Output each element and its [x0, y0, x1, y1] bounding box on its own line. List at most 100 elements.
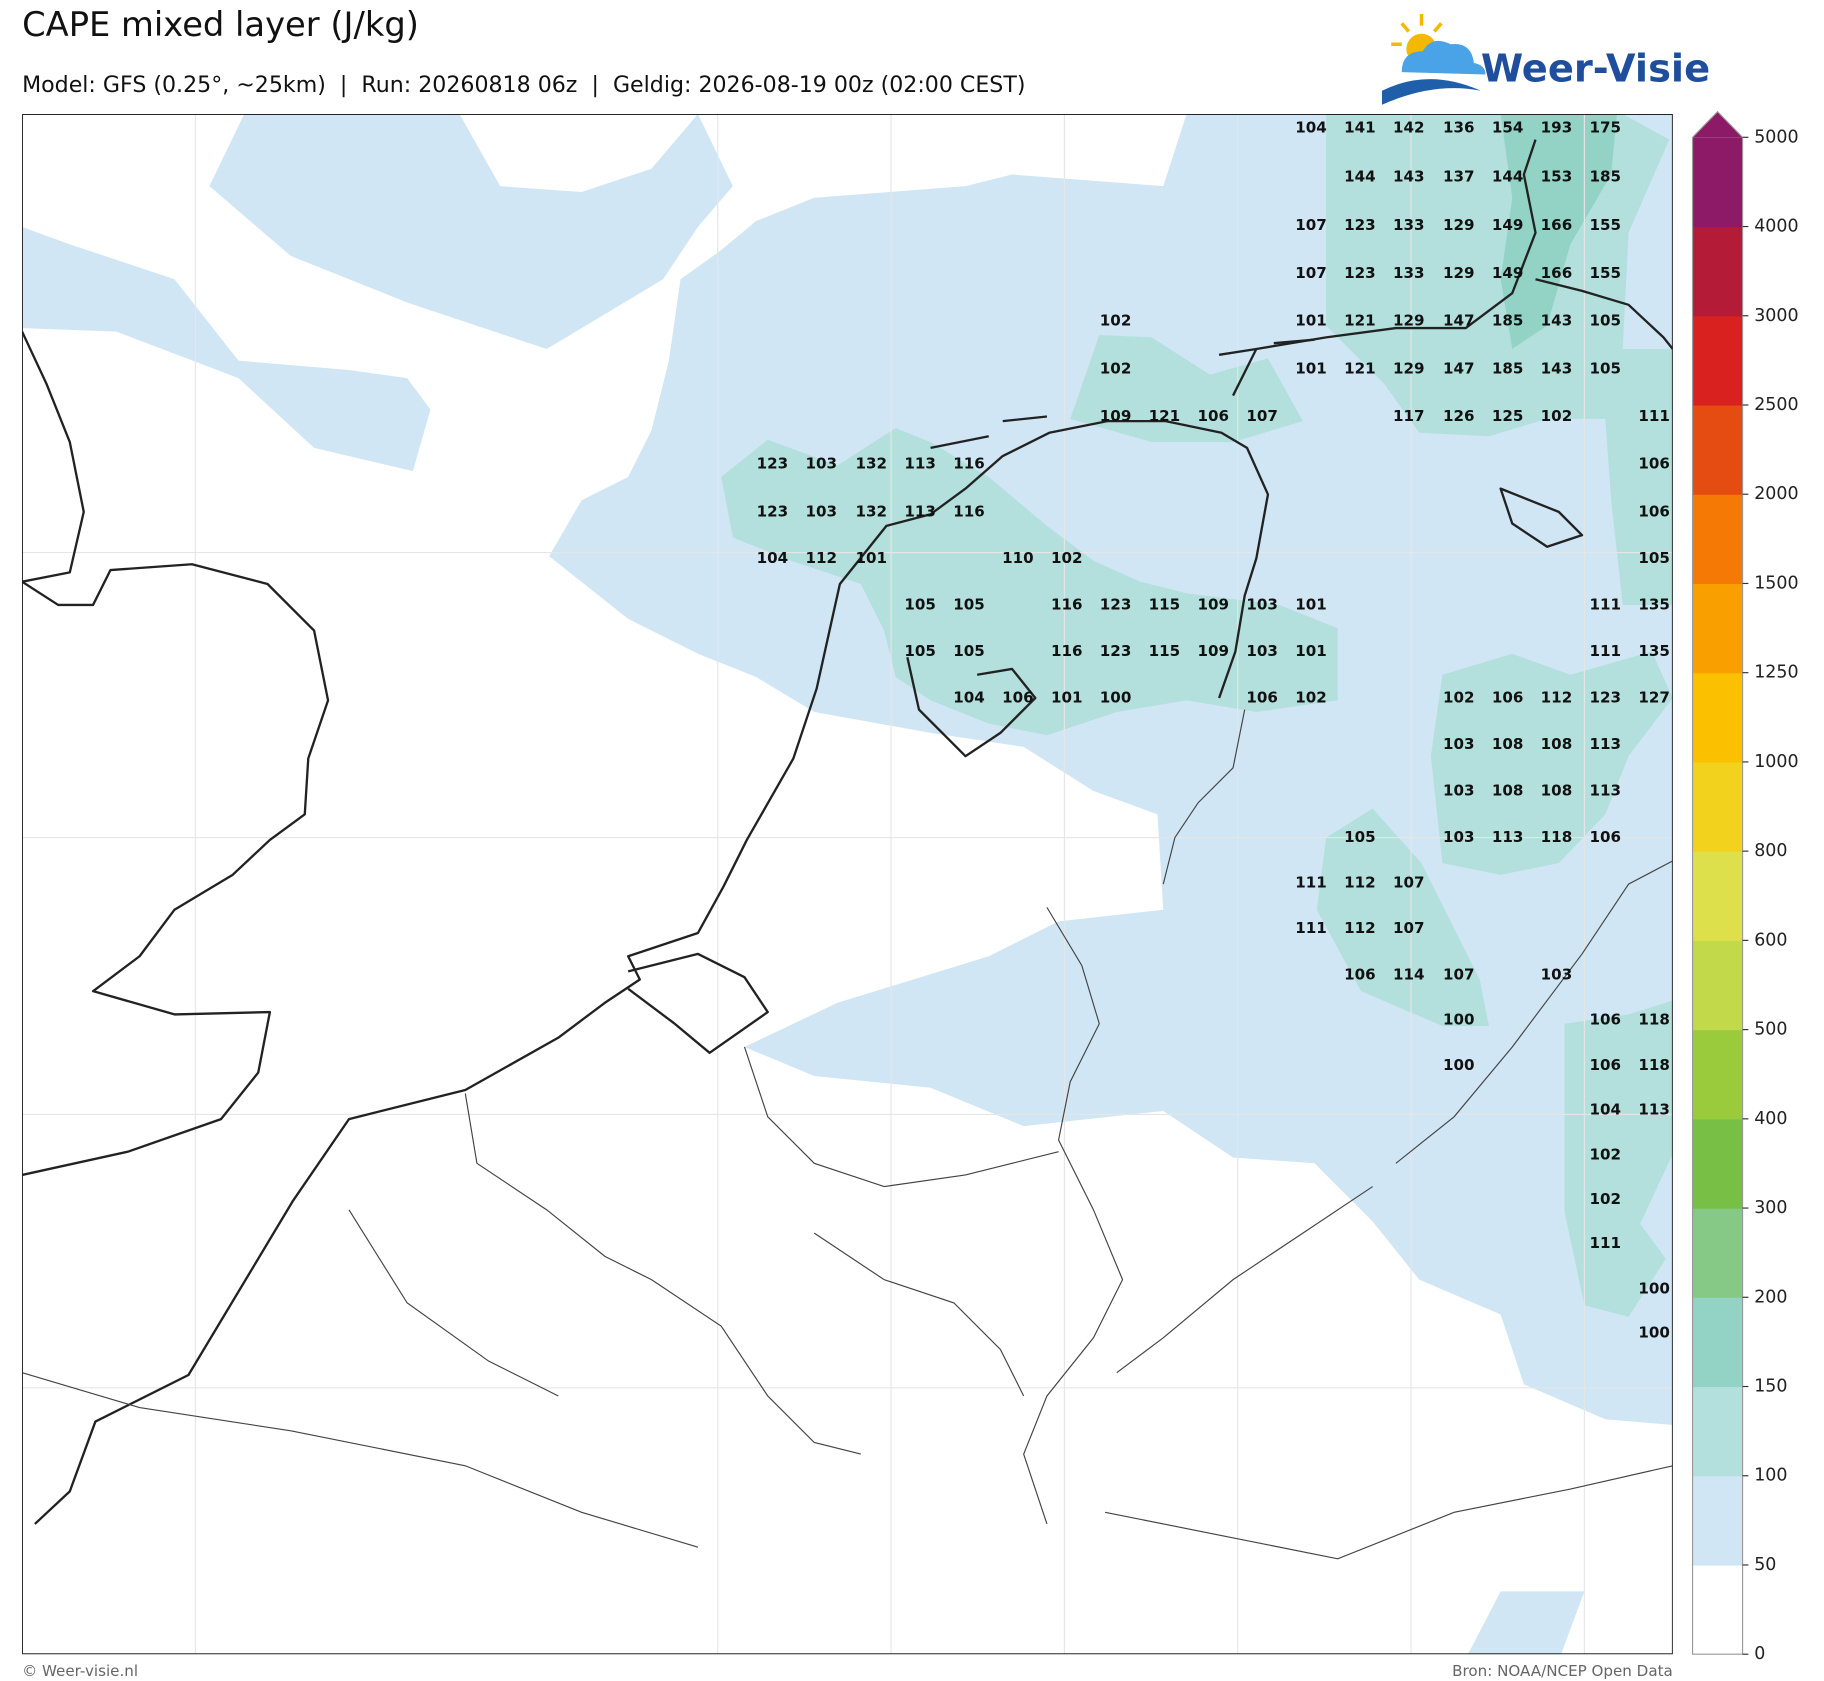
subtitle: Model: GFS (0.25°, ~25km) | Run: 2026081… [22, 72, 1025, 98]
value-label: 136 [1443, 119, 1475, 137]
colorbar-extend-arrow [1692, 111, 1743, 138]
value-label: 103 [1246, 595, 1278, 613]
colorbar-band [1692, 851, 1743, 941]
map: 104 141 142 136 154 193 175 144 143 137 144 153 185 1… [22, 114, 1673, 1655]
value-label: 103 [1541, 965, 1573, 983]
value-label: 101 [1295, 359, 1327, 377]
value-label: 114 [1393, 965, 1425, 983]
colorbar-tick-label: 300 [1754, 1198, 1787, 1218]
value-label: 100 [1638, 1279, 1670, 1297]
value-label: 101 [1295, 595, 1327, 613]
value-label: 104 [1295, 119, 1327, 137]
value-label: 185 [1492, 359, 1524, 377]
value-label: 102 [1051, 549, 1083, 567]
colorbar-band [1692, 137, 1743, 228]
value-label: 127 [1638, 689, 1670, 707]
logo-text: Weer-Visie [1481, 46, 1710, 91]
value-label: 143 [1393, 167, 1425, 185]
value-label: 118 [1541, 828, 1573, 846]
value-label: 113 [904, 502, 936, 520]
value-label: 102 [1295, 689, 1327, 707]
value-label: 123 [757, 502, 789, 520]
value-label: 102 [1541, 407, 1573, 425]
value-label: 121 [1149, 407, 1181, 425]
value-label: 103 [1443, 735, 1475, 753]
colorbar-tick-label: 5000 [1754, 127, 1798, 147]
value-label: 106 [1492, 689, 1524, 707]
value-label: 105 [1590, 312, 1622, 330]
colorbar: 0 50 100 150 200 300 400 500 600 800 1000 1250 1500 2… [1691, 110, 1799, 1664]
value-label: 107 [1443, 965, 1475, 983]
value-label: 103 [805, 502, 837, 520]
logo: Weer-Visie [1381, 13, 1710, 105]
value-label: 123 [1100, 595, 1132, 613]
value-label: 107 [1295, 264, 1327, 282]
value-label: 149 [1492, 264, 1524, 282]
value-label: 123 [1590, 689, 1622, 707]
colorbar-band [1692, 583, 1743, 674]
value-label: 101 [856, 549, 888, 567]
value-label: 116 [1051, 595, 1083, 613]
value-label: 113 [1590, 782, 1622, 800]
value-label: 147 [1443, 312, 1475, 330]
value-label: 132 [856, 502, 888, 520]
value-label: 111 [1590, 595, 1622, 613]
value-label: 132 [856, 455, 888, 473]
colorbar-tick-label: 200 [1754, 1287, 1787, 1307]
value-label: 100 [1638, 1324, 1670, 1342]
colorbar-band [1692, 761, 1743, 852]
colorbar-band [1692, 1297, 1743, 1388]
cape-50-100 [22, 114, 1673, 1655]
value-label: 155 [1590, 216, 1622, 234]
value-label: 102 [1443, 689, 1475, 707]
value-label: 144 [1492, 167, 1524, 185]
value-label: 104 [1590, 1100, 1622, 1118]
cape-150-200 [1500, 114, 1617, 350]
value-label: 102 [1590, 1146, 1622, 1164]
value-label: 108 [1541, 782, 1573, 800]
value-label: 105 [1590, 359, 1622, 377]
colorbar-tick-label: 1500 [1754, 573, 1798, 593]
value-label: 155 [1590, 264, 1622, 282]
value-label: 106 [1590, 1011, 1622, 1029]
value-label: 185 [1590, 167, 1622, 185]
value-label: 110 [1002, 549, 1034, 567]
cape-100-150 [721, 114, 1673, 1317]
coastlines [22, 139, 1673, 1525]
value-label: 153 [1541, 167, 1573, 185]
colorbar-tick-label: 0 [1754, 1644, 1765, 1664]
value-label: 106 [1638, 502, 1670, 520]
colorbar-band [1692, 940, 1743, 1031]
value-label: 135 [1638, 642, 1670, 660]
value-label: 113 [1492, 828, 1524, 846]
value-label: 125 [1492, 407, 1524, 425]
value-label: 108 [1492, 782, 1524, 800]
value-label: 101 [1051, 689, 1083, 707]
value-label: 115 [1149, 595, 1181, 613]
colorbar-band [1692, 494, 1743, 585]
colorbar-tick-label: 600 [1754, 930, 1787, 950]
value-label: 123 [1344, 216, 1376, 234]
value-label: 154 [1492, 119, 1524, 137]
value-label: 106 [1344, 965, 1376, 983]
value-label: 104 [757, 549, 789, 567]
value-label: 112 [1541, 689, 1573, 707]
value-label: 113 [1590, 735, 1622, 753]
value-label: 116 [953, 502, 985, 520]
value-label: 100 [1100, 689, 1132, 707]
title: CAPE mixed layer (J/kg) [22, 5, 419, 44]
colorbar-band [1692, 226, 1743, 317]
value-label: 108 [1541, 735, 1573, 753]
value-label: 123 [757, 455, 789, 473]
value-label: 133 [1393, 216, 1425, 234]
value-label: 102 [1100, 312, 1132, 330]
colorbar-band [1692, 1208, 1743, 1298]
footer-right: Bron: NOAA/NCEP Open Data [1452, 1662, 1673, 1680]
value-label: 113 [1638, 1100, 1670, 1118]
value-label: 144 [1344, 167, 1376, 185]
value-label: 106 [1590, 1056, 1622, 1074]
borders [22, 709, 1673, 1560]
value-label: 143 [1541, 359, 1573, 377]
colorbar-tick-label: 800 [1754, 841, 1787, 861]
value-label: 142 [1393, 119, 1425, 137]
